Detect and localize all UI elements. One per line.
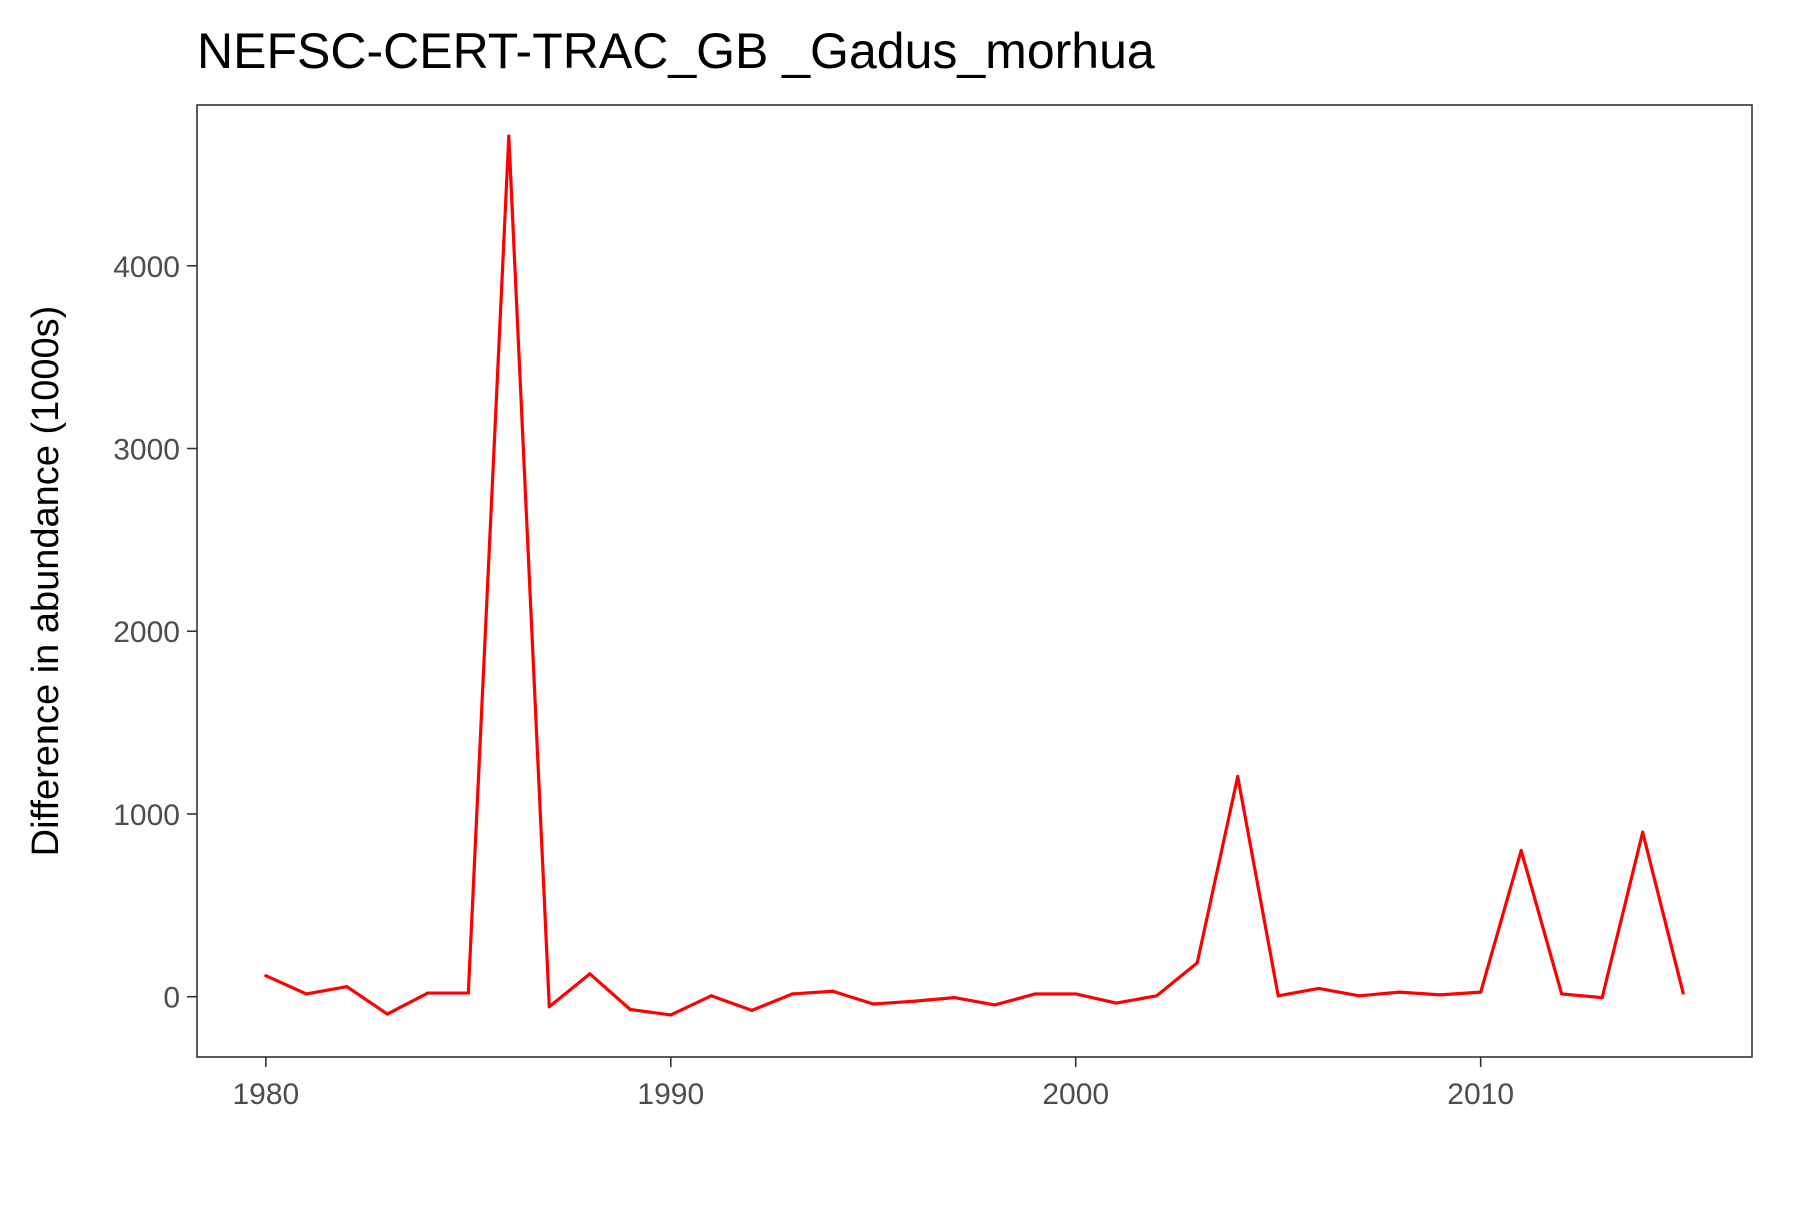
x-tick-label-2000: 2000 (1042, 1078, 1109, 1111)
data-point-2015 (1681, 991, 1685, 995)
y-axis: 0 1000 2000 3000 4000 (113, 251, 197, 1015)
data-point-1994 (831, 989, 835, 993)
data-point-2001 (1114, 1001, 1118, 1005)
data-point-2008 (1398, 990, 1402, 994)
data-point-2002 (1155, 994, 1159, 998)
data-point-1984 (426, 991, 430, 995)
data-point-1998 (993, 1003, 997, 1007)
data-point-2006 (1317, 986, 1321, 991)
x-axis: 1980 1990 2000 2010 (232, 1057, 1514, 1111)
data-point-2003 (1195, 961, 1199, 965)
data-point-1991 (709, 994, 713, 998)
y-tick-label-1000: 1000 (113, 799, 180, 832)
data-point-2012 (1560, 992, 1564, 996)
chart-title: NEFSC-CERT-TRAC_GB _Gadus_morhua (197, 23, 1155, 79)
data-point-2007 (1357, 994, 1361, 998)
data-point-1982 (345, 985, 349, 989)
data-point-1996 (912, 999, 916, 1003)
data-point-1988 (588, 972, 592, 976)
data-point-1985 (466, 991, 470, 995)
data-point-2004 (1236, 774, 1240, 779)
plot-panel (196, 104, 1753, 1058)
data-point-2014 (1641, 830, 1645, 834)
data-point-1986 (507, 134, 511, 138)
data-point-1987 (547, 1005, 551, 1009)
data-point-2011 (1519, 848, 1523, 853)
y-tick-label-4000: 4000 (113, 251, 180, 284)
data-point-1990 (669, 1013, 673, 1017)
series-line-0 (265, 134, 1685, 1017)
x-tick-label-1990: 1990 (637, 1078, 704, 1111)
y-tick-label-3000: 3000 (113, 434, 180, 467)
data-point-1993 (790, 992, 794, 996)
y-axis-title: Difference in abundance (1000s) (25, 306, 67, 857)
data-point-2000 (1074, 992, 1078, 996)
series-layer (264, 134, 1685, 1017)
data-point-1989 (628, 1007, 632, 1012)
data-point-2009 (1438, 993, 1442, 997)
data-point-1983 (385, 1012, 389, 1016)
y-tick-label-2000: 2000 (113, 616, 180, 649)
data-point-1995 (871, 1002, 875, 1006)
y-tick-label-0: 0 (163, 982, 180, 1015)
data-point-1980 (264, 974, 268, 978)
data-point-2005 (1276, 994, 1280, 998)
x-tick-label-1980: 1980 (232, 1078, 299, 1111)
data-point-1999 (1033, 992, 1037, 996)
data-point-2010 (1479, 990, 1483, 994)
data-point-1981 (304, 992, 308, 996)
data-point-1997 (952, 996, 956, 1000)
x-tick-label-2010: 2010 (1447, 1078, 1514, 1111)
data-point-2013 (1600, 996, 1604, 1000)
data-point-1992 (750, 1008, 754, 1013)
